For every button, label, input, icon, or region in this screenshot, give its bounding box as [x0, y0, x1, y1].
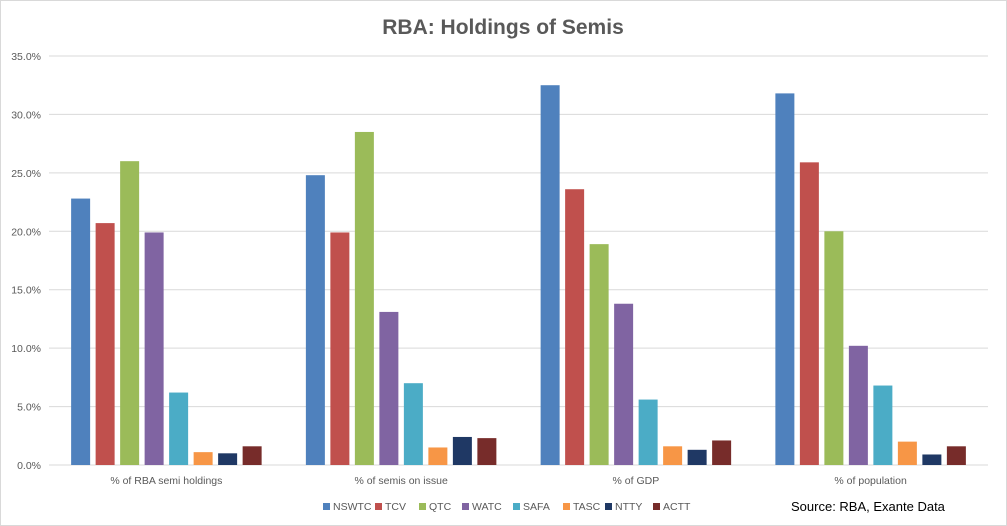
- x-category-label: % of population: [834, 475, 907, 487]
- source-annotation: Source: RBA, Exante Data: [791, 499, 946, 514]
- bar-watc: [144, 232, 164, 465]
- bar-watc: [848, 345, 868, 465]
- bar-qtc: [120, 161, 140, 465]
- legend-swatch-actt: [653, 503, 660, 510]
- legend-swatch-safa: [513, 503, 520, 510]
- bar-tcv: [565, 189, 585, 465]
- chart-title: RBA: Holdings of Semis: [382, 16, 624, 39]
- bar-tcv: [330, 232, 350, 465]
- bar-actt: [477, 438, 497, 465]
- y-tick-label: 20.0%: [11, 226, 41, 238]
- bar-nswtc: [775, 93, 795, 465]
- legend-label-watc: WATC: [472, 501, 502, 513]
- bar-nswtc: [540, 85, 560, 465]
- legend-label-safa: SAFA: [523, 501, 550, 513]
- y-axis-ticks: 0.0% 5.0% 10.0% 15.0% 20.0% 25.0% 30.0% 35.0%: [11, 51, 41, 472]
- bar-tcv: [95, 223, 115, 465]
- bar-ntty: [218, 453, 238, 465]
- y-tick-label: 5.0%: [17, 402, 41, 414]
- x-axis-categories: % of RBA semi holdings % of semis on issu…: [110, 475, 907, 487]
- y-tick-label: 30.0%: [11, 109, 41, 121]
- legend-label-ntty: NTTY: [615, 501, 642, 513]
- x-category-label: % of GDP: [613, 475, 660, 487]
- bar-tasc: [663, 446, 683, 465]
- legend-swatch-ntty: [605, 503, 612, 510]
- legend-swatch-tcv: [375, 503, 382, 510]
- bar-actt: [946, 446, 966, 465]
- y-tick-label: 25.0%: [11, 168, 41, 180]
- x-category-label: % of semis on issue: [354, 475, 448, 487]
- bar-safa: [873, 385, 893, 465]
- bar-safa: [169, 392, 189, 465]
- bar-ntty: [922, 454, 942, 465]
- bar-safa: [638, 399, 658, 465]
- bar-qtc: [589, 244, 609, 465]
- y-tick-label: 15.0%: [11, 285, 41, 297]
- legend-label-actt: ACTT: [663, 501, 691, 513]
- bar-ntty: [687, 449, 707, 465]
- bar-qtc: [824, 231, 844, 465]
- legend-swatch-tasc: [563, 503, 570, 510]
- bar-ntty: [452, 436, 472, 465]
- bar-nswtc: [71, 198, 91, 465]
- bars: [71, 85, 966, 466]
- bar-tcv: [799, 162, 819, 465]
- bar-watc: [379, 311, 399, 465]
- bar-watc: [614, 303, 634, 465]
- y-tick-label: 10.0%: [11, 343, 41, 355]
- bar-safa: [403, 383, 423, 465]
- legend-swatch-qtc: [419, 503, 426, 510]
- bar-actt: [712, 440, 732, 465]
- bar-tasc: [428, 447, 448, 465]
- gridlines: [49, 55, 988, 466]
- legend-label-nswtc: NSWTC: [333, 501, 372, 513]
- bar-actt: [242, 446, 262, 465]
- legend: NSWTC TCV QTC WATC SAFA TASC NTTY ACTT: [323, 501, 691, 513]
- legend-label-tcv: TCV: [385, 501, 406, 513]
- legend-swatch-nswtc: [323, 503, 330, 510]
- legend-label-tasc: TASC: [573, 501, 601, 513]
- bar-tasc: [193, 452, 213, 465]
- y-tick-label: 0.0%: [17, 460, 41, 472]
- bar-nswtc: [305, 175, 325, 466]
- legend-swatch-watc: [462, 503, 469, 510]
- legend-label-qtc: QTC: [429, 501, 452, 513]
- bar-qtc: [354, 131, 374, 465]
- y-tick-label: 35.0%: [11, 51, 41, 63]
- bar-tasc: [897, 441, 917, 465]
- x-category-label: % of RBA semi holdings: [110, 475, 222, 487]
